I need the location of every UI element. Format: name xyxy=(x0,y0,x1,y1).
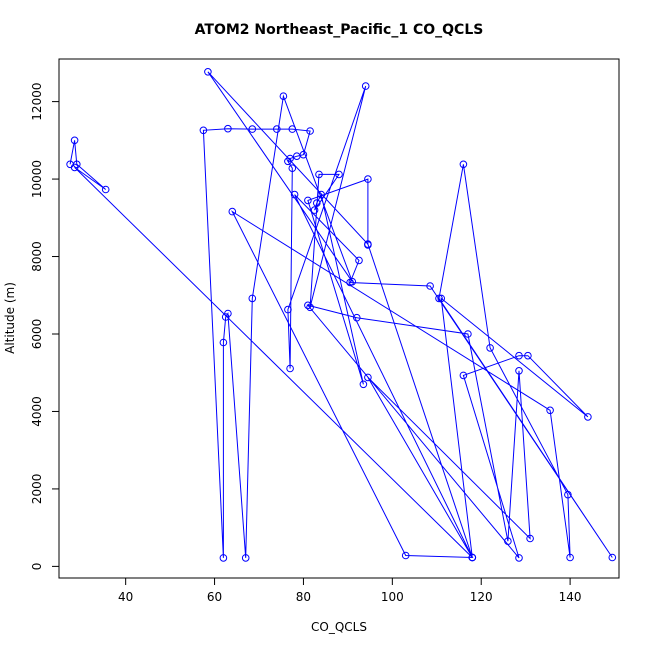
data-point xyxy=(304,196,312,205)
data-point xyxy=(241,554,250,562)
data-point xyxy=(221,313,230,321)
series-line xyxy=(69,71,613,559)
data-point xyxy=(524,351,532,360)
data-point xyxy=(364,241,372,249)
data-point xyxy=(359,380,368,389)
data-point xyxy=(219,338,228,347)
y-tick-label: 6000 xyxy=(30,319,44,350)
data-point xyxy=(437,294,446,303)
data-point xyxy=(273,125,281,133)
y-tick-label: 10000 xyxy=(30,160,44,198)
data-point xyxy=(224,124,232,133)
data-point xyxy=(286,364,294,373)
data-point xyxy=(515,351,523,360)
y-tick-label: 2000 xyxy=(30,474,44,505)
data-point xyxy=(515,367,523,375)
data-point xyxy=(584,413,592,421)
data-point xyxy=(293,152,301,160)
data-point xyxy=(546,406,554,415)
y-axis: 0 2000 4000 6000 8000 10000 12000 xyxy=(30,83,60,571)
data-point xyxy=(566,553,574,562)
data-point xyxy=(401,551,410,560)
data-point xyxy=(335,170,343,179)
data-point xyxy=(348,277,357,286)
data-point xyxy=(459,160,468,169)
data-point xyxy=(504,537,512,546)
data-point xyxy=(315,170,323,179)
data-point xyxy=(364,175,372,183)
data-point xyxy=(228,207,237,216)
data-point xyxy=(464,330,472,338)
x-tick-label: 120 xyxy=(470,590,493,604)
data-point xyxy=(70,163,79,172)
y-tick-label: 12000 xyxy=(30,83,44,121)
data-point xyxy=(353,313,361,322)
data-point xyxy=(564,490,572,499)
data-point xyxy=(219,554,228,562)
data-point xyxy=(486,344,494,352)
data-point xyxy=(608,553,617,562)
data-point xyxy=(284,305,292,314)
data-point xyxy=(248,294,257,303)
data-point xyxy=(199,126,208,135)
data-point xyxy=(288,125,297,133)
data-point xyxy=(355,256,363,265)
data-point xyxy=(364,373,372,382)
x-tick-label: 140 xyxy=(559,590,582,604)
data-point xyxy=(288,164,297,172)
plot-frame xyxy=(58,58,620,579)
data-point xyxy=(70,136,79,145)
data-point xyxy=(317,190,326,199)
data-point xyxy=(426,282,434,290)
x-tick-label: 80 xyxy=(296,590,311,604)
x-axis-label: CO_QCLS xyxy=(311,620,367,634)
data-point xyxy=(515,554,523,562)
data-point xyxy=(310,206,319,214)
x-tick-label: 100 xyxy=(381,590,404,604)
y-axis-label: Altitude (m) xyxy=(3,282,17,354)
data-point xyxy=(526,534,534,543)
data-point xyxy=(304,301,312,310)
data-point xyxy=(279,92,288,100)
data-point xyxy=(459,371,468,380)
data-point xyxy=(306,303,314,312)
data-point xyxy=(313,199,321,207)
y-tick-label: 0 xyxy=(30,563,44,571)
y-tick-label: 4000 xyxy=(30,396,44,427)
data-point xyxy=(435,294,443,303)
point-layer xyxy=(66,68,617,562)
data-point xyxy=(361,82,370,90)
x-tick-label: 40 xyxy=(118,590,133,604)
data-point xyxy=(306,127,314,135)
data-point xyxy=(290,190,299,199)
data-point xyxy=(248,125,257,133)
chart-title: ATOM2 Northeast_Pacific_1 CO_QCLS xyxy=(195,22,484,38)
x-tick-label: 60 xyxy=(207,590,222,604)
data-point xyxy=(101,185,110,194)
x-axis: 40 60 80 100 120 140 xyxy=(118,577,582,604)
data-point xyxy=(204,68,212,76)
series-layer xyxy=(69,71,613,559)
y-tick-label: 8000 xyxy=(30,241,44,272)
data-point xyxy=(284,157,292,166)
data-point xyxy=(468,553,477,562)
